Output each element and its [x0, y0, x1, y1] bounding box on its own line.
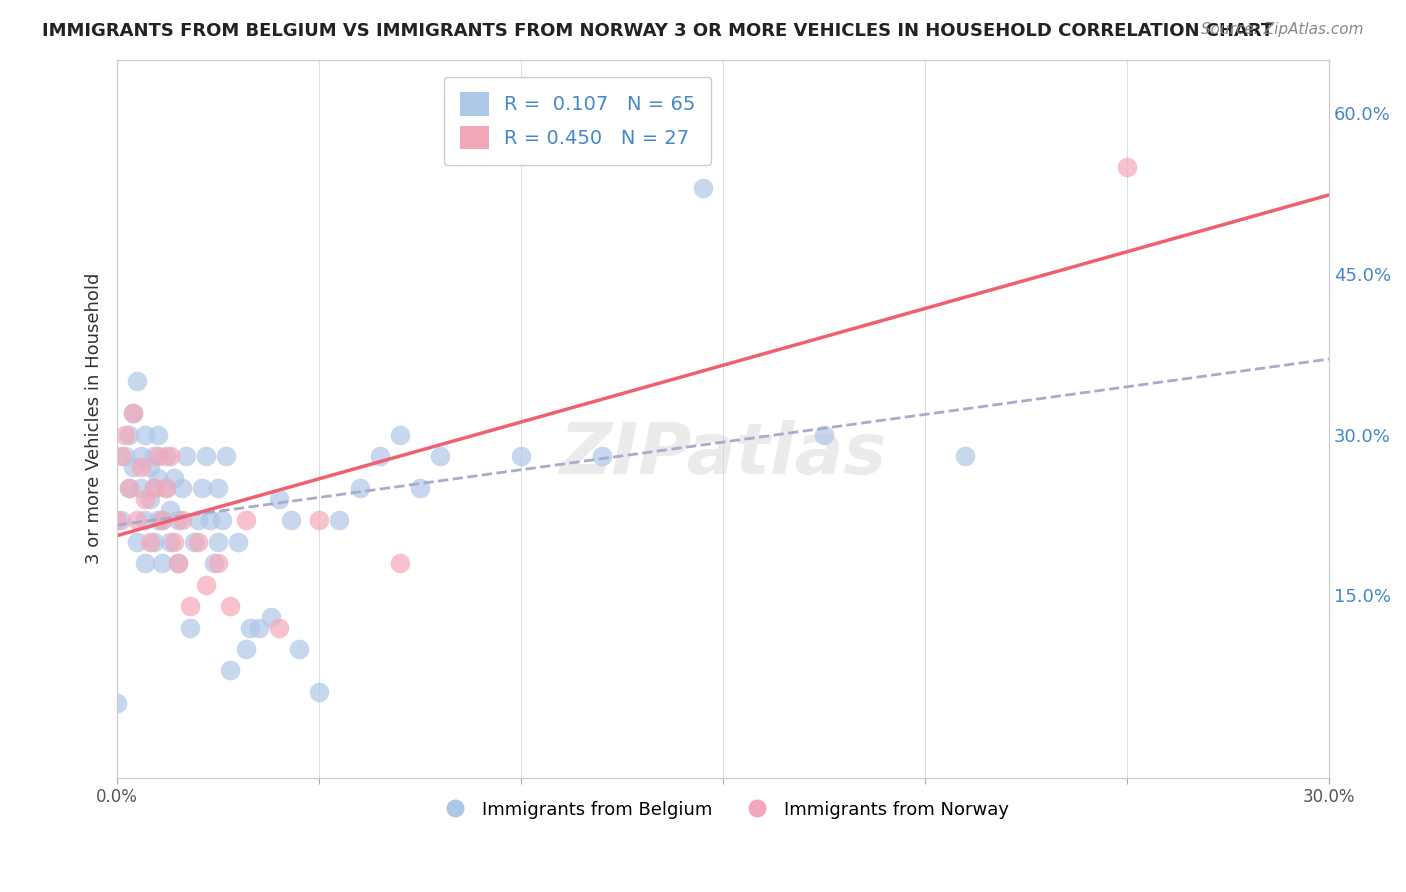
Point — [349, 481, 371, 495]
Point — [1116, 160, 1139, 174]
Point — [131, 459, 153, 474]
Point — [267, 621, 290, 635]
Point — [429, 449, 451, 463]
Text: Source: ZipAtlas.com: Source: ZipAtlas.com — [1201, 22, 1364, 37]
Point — [207, 481, 229, 495]
Point — [150, 513, 173, 527]
Point — [122, 406, 145, 420]
Point — [150, 513, 173, 527]
Point — [955, 449, 977, 463]
Point — [134, 427, 156, 442]
Point — [174, 449, 197, 463]
Point — [118, 427, 141, 442]
Point — [219, 664, 242, 678]
Point — [692, 181, 714, 195]
Point — [207, 556, 229, 570]
Point — [207, 534, 229, 549]
Point — [179, 621, 201, 635]
Point — [308, 513, 330, 527]
Point — [142, 481, 165, 495]
Point — [591, 449, 613, 463]
Point — [118, 481, 141, 495]
Point — [166, 556, 188, 570]
Point — [308, 685, 330, 699]
Point — [187, 534, 209, 549]
Point — [155, 481, 177, 495]
Text: ZIPatlas: ZIPatlas — [560, 420, 887, 489]
Point — [142, 534, 165, 549]
Point — [134, 513, 156, 527]
Point — [146, 470, 169, 484]
Point — [191, 481, 214, 495]
Point — [170, 481, 193, 495]
Point — [235, 513, 257, 527]
Point — [105, 696, 128, 710]
Point — [138, 491, 160, 506]
Point — [155, 449, 177, 463]
Point — [134, 491, 156, 506]
Point — [280, 513, 302, 527]
Point — [179, 599, 201, 613]
Point — [155, 481, 177, 495]
Text: IMMIGRANTS FROM BELGIUM VS IMMIGRANTS FROM NORWAY 3 OR MORE VEHICLES IN HOUSEHOL: IMMIGRANTS FROM BELGIUM VS IMMIGRANTS FR… — [42, 22, 1274, 40]
Point — [159, 534, 181, 549]
Point — [122, 459, 145, 474]
Point — [110, 513, 132, 527]
Point — [142, 449, 165, 463]
Legend: Immigrants from Belgium, Immigrants from Norway: Immigrants from Belgium, Immigrants from… — [429, 794, 1017, 826]
Point — [202, 556, 225, 570]
Point — [131, 449, 153, 463]
Point — [288, 642, 311, 657]
Point — [150, 556, 173, 570]
Point — [146, 427, 169, 442]
Point — [368, 449, 391, 463]
Point — [110, 449, 132, 463]
Point — [127, 534, 149, 549]
Point — [166, 513, 188, 527]
Point — [142, 481, 165, 495]
Point — [131, 481, 153, 495]
Point — [211, 513, 233, 527]
Point — [195, 577, 218, 591]
Point — [198, 513, 221, 527]
Point — [138, 459, 160, 474]
Point — [114, 449, 136, 463]
Point — [159, 449, 181, 463]
Point — [163, 534, 186, 549]
Point — [146, 513, 169, 527]
Point — [215, 449, 238, 463]
Point — [195, 449, 218, 463]
Point — [239, 621, 262, 635]
Point — [187, 513, 209, 527]
Point — [146, 449, 169, 463]
Point — [228, 534, 250, 549]
Point — [159, 502, 181, 516]
Point — [170, 513, 193, 527]
Point — [813, 427, 835, 442]
Point — [166, 556, 188, 570]
Point — [163, 470, 186, 484]
Point — [118, 481, 141, 495]
Point — [328, 513, 350, 527]
Point — [138, 534, 160, 549]
Point — [267, 491, 290, 506]
Point — [388, 427, 411, 442]
Point — [122, 406, 145, 420]
Point — [105, 513, 128, 527]
Point — [247, 621, 270, 635]
Point — [510, 449, 533, 463]
Y-axis label: 3 or more Vehicles in Household: 3 or more Vehicles in Household — [86, 273, 103, 565]
Point — [127, 513, 149, 527]
Point — [134, 556, 156, 570]
Point — [183, 534, 205, 549]
Point — [127, 374, 149, 388]
Point — [235, 642, 257, 657]
Point — [409, 481, 432, 495]
Point — [114, 427, 136, 442]
Point — [260, 610, 283, 624]
Point — [219, 599, 242, 613]
Point — [388, 556, 411, 570]
